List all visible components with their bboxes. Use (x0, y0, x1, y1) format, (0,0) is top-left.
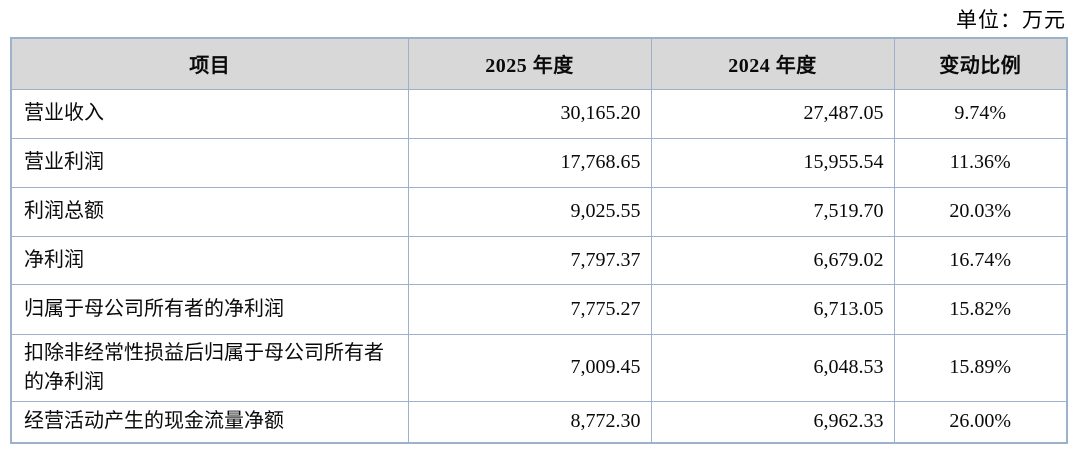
value-2025: 9,025.55 (407, 186, 652, 237)
row-label: 利润总额 (10, 186, 409, 237)
change-ratio: 15.82% (893, 283, 1068, 335)
change-ratio: 9.74% (893, 88, 1068, 139)
value-2025: 8,772.30 (407, 400, 652, 444)
table-row: 营业利润 17,768.65 15,955.54 11.36% (10, 137, 1068, 188)
value-2025: 7,797.37 (407, 235, 652, 285)
table-row: 利润总额 9,025.55 7,519.70 20.03% (10, 186, 1068, 237)
table-header-row: 项目 2025 年度 2024 年度 变动比例 (10, 37, 1068, 90)
row-label: 经营活动产生的现金流量净额 (10, 400, 409, 444)
financial-comparison-table: 项目 2025 年度 2024 年度 变动比例 营业收入 30,165.20 2… (10, 37, 1068, 444)
change-ratio: 20.03% (893, 186, 1068, 237)
row-label: 营业收入 (10, 88, 409, 139)
table-row: 归属于母公司所有者的净利润 7,775.27 6,713.05 15.82% (10, 283, 1068, 335)
value-2024: 6,713.05 (650, 283, 895, 335)
header-2024-column: 2024 年度 (650, 37, 895, 90)
header-item-column: 项目 (10, 37, 409, 90)
change-ratio: 11.36% (893, 137, 1068, 188)
value-2024: 15,955.54 (650, 137, 895, 188)
value-2025: 7,009.45 (407, 333, 652, 402)
value-2024: 6,679.02 (650, 235, 895, 285)
header-change-column: 变动比例 (893, 37, 1068, 90)
table-row: 扣除非经常性损益后归属于母公司所有者的净利润 7,009.45 6,048.53… (10, 333, 1068, 402)
value-2024: 7,519.70 (650, 186, 895, 237)
value-2024: 6,048.53 (650, 333, 895, 402)
change-ratio: 26.00% (893, 400, 1068, 444)
row-label: 净利润 (10, 235, 409, 285)
value-2025: 30,165.20 (407, 88, 652, 139)
change-ratio: 16.74% (893, 235, 1068, 285)
unit-label: 单位：万元 (956, 8, 1066, 32)
row-label: 归属于母公司所有者的净利润 (10, 283, 409, 335)
value-2024: 27,487.05 (650, 88, 895, 139)
table-row: 经营活动产生的现金流量净额 8,772.30 6,962.33 26.00% (10, 400, 1068, 444)
change-ratio: 15.89% (893, 333, 1068, 402)
value-2025: 17,768.65 (407, 137, 652, 188)
row-label: 扣除非经常性损益后归属于母公司所有者的净利润 (10, 333, 409, 402)
table-row: 净利润 7,797.37 6,679.02 16.74% (10, 235, 1068, 285)
row-label: 营业利润 (10, 137, 409, 188)
value-2025: 7,775.27 (407, 283, 652, 335)
header-2025-column: 2025 年度 (407, 37, 652, 90)
value-2024: 6,962.33 (650, 400, 895, 444)
table-row: 营业收入 30,165.20 27,487.05 9.74% (10, 88, 1068, 139)
